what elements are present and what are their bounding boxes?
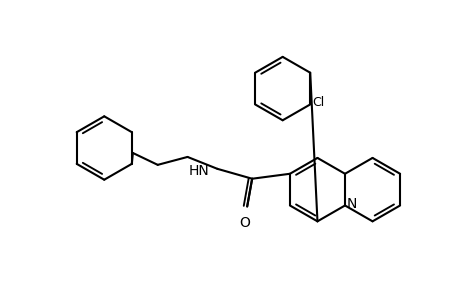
Text: HN: HN [188, 164, 209, 178]
Text: N: N [346, 196, 357, 211]
Text: O: O [238, 216, 249, 230]
Text: Cl: Cl [312, 96, 324, 109]
